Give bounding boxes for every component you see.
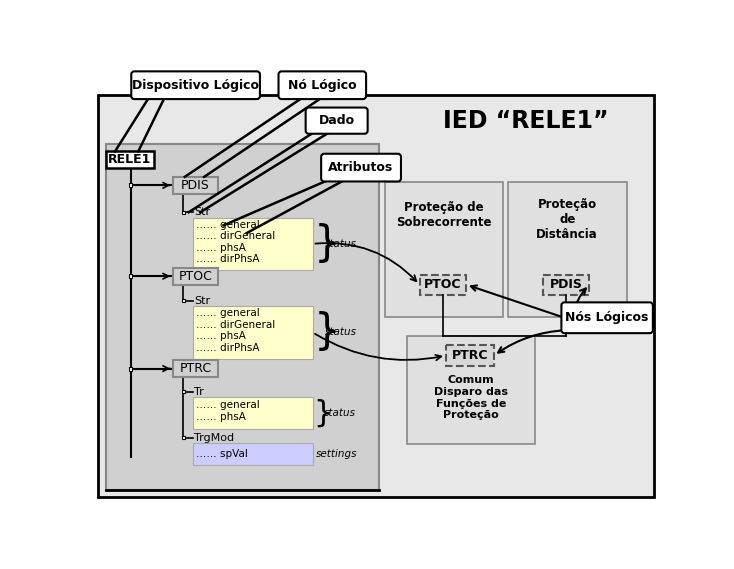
FancyBboxPatch shape (543, 275, 589, 295)
Text: }: } (313, 311, 340, 353)
Text: status: status (325, 239, 357, 249)
Text: Tr: Tr (194, 387, 204, 397)
FancyBboxPatch shape (131, 71, 260, 99)
Bar (181, 436, 185, 439)
FancyBboxPatch shape (98, 95, 655, 497)
Text: …… phsA: …… phsA (195, 243, 245, 253)
Text: …… dirGeneral: …… dirGeneral (195, 320, 275, 329)
Text: TrgMod: TrgMod (194, 433, 234, 443)
Text: Comum
Disparo das
Funções de
Proteção: Comum Disparo das Funções de Proteção (434, 376, 508, 420)
FancyBboxPatch shape (192, 443, 313, 465)
Text: …… general: …… general (195, 220, 259, 229)
Text: Atributos: Atributos (328, 161, 393, 174)
FancyBboxPatch shape (508, 182, 627, 317)
Text: …… dirPhsA: …… dirPhsA (195, 343, 259, 353)
Bar (181, 299, 185, 302)
Text: Proteção de
Sobrecorrente: Proteção de Sobrecorrente (396, 201, 492, 229)
Text: PTRC: PTRC (180, 362, 211, 375)
Text: …… phsA: …… phsA (195, 412, 245, 422)
FancyBboxPatch shape (420, 275, 466, 295)
Text: status: status (325, 327, 357, 337)
FancyBboxPatch shape (407, 336, 535, 444)
Text: PTOC: PTOC (178, 270, 213, 283)
Text: settings: settings (316, 449, 357, 459)
Text: }: } (313, 399, 333, 428)
FancyBboxPatch shape (192, 218, 313, 270)
FancyBboxPatch shape (278, 71, 366, 99)
Text: PTOC: PTOC (424, 278, 462, 291)
FancyBboxPatch shape (173, 267, 218, 284)
Text: …… spVal: …… spVal (195, 449, 247, 459)
Text: }: } (313, 223, 340, 265)
FancyBboxPatch shape (173, 177, 218, 194)
Text: Nós Lógicos: Nós Lógicos (565, 311, 649, 324)
FancyBboxPatch shape (106, 144, 379, 490)
FancyBboxPatch shape (192, 397, 313, 430)
FancyBboxPatch shape (192, 306, 313, 358)
FancyBboxPatch shape (321, 154, 401, 182)
Bar (128, 183, 132, 187)
Bar (181, 390, 185, 393)
FancyBboxPatch shape (173, 360, 218, 377)
Text: Dispositivo Lógico: Dispositivo Lógico (132, 79, 259, 92)
FancyBboxPatch shape (562, 302, 653, 333)
Text: IED “RELE1”: IED “RELE1” (443, 109, 608, 133)
Text: …… general: …… general (195, 400, 259, 410)
Text: PDIS: PDIS (181, 179, 210, 192)
FancyBboxPatch shape (446, 345, 494, 365)
Text: Proteção
de
Distância: Proteção de Distância (537, 197, 598, 241)
Text: PDIS: PDIS (550, 278, 583, 291)
Text: Str: Str (194, 296, 210, 306)
Text: RELE1: RELE1 (108, 154, 151, 166)
FancyBboxPatch shape (106, 151, 153, 168)
Text: status: status (324, 408, 355, 418)
Text: …… general: …… general (195, 308, 259, 318)
FancyBboxPatch shape (385, 182, 504, 317)
Text: …… dirPhsA: …… dirPhsA (195, 254, 259, 264)
Bar (181, 211, 185, 214)
Text: PTRC: PTRC (451, 349, 488, 362)
Text: Dado: Dado (319, 114, 355, 127)
FancyBboxPatch shape (305, 108, 368, 134)
Text: Str: Str (194, 207, 210, 217)
Text: …… phsA: …… phsA (195, 331, 245, 341)
Bar (128, 366, 132, 370)
Text: Nó Lógico: Nó Lógico (288, 79, 357, 92)
Bar (128, 274, 132, 278)
Text: …… dirGeneral: …… dirGeneral (195, 231, 275, 241)
